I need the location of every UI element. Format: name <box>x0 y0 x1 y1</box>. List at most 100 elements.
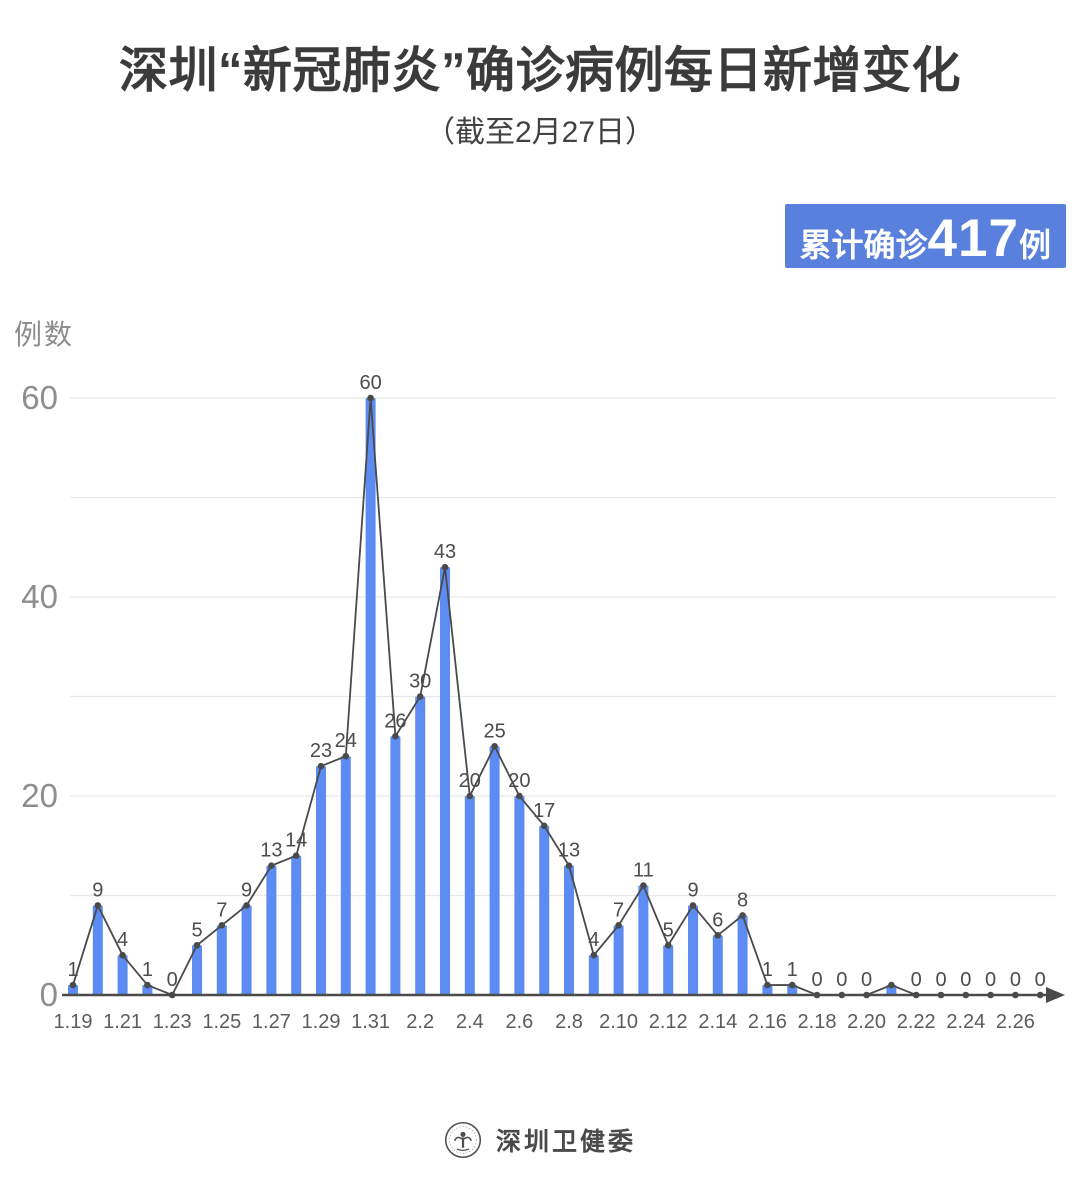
value-label-2.6: 20 <box>508 770 530 792</box>
data-point-1.28 <box>292 852 300 859</box>
value-label-2.4: 20 <box>459 770 481 792</box>
value-label-1.25: 7 <box>216 899 227 921</box>
data-point-2.27 <box>1036 991 1044 999</box>
trend-line <box>72 397 1041 997</box>
data-point-1.25 <box>218 922 226 929</box>
value-label-2.16: 1 <box>762 959 773 981</box>
bar-1.25 <box>216 925 227 995</box>
value-label-1.30: 24 <box>335 730 357 752</box>
value-label-2.15: 8 <box>737 889 748 911</box>
x-tick-2.26: 2.26 <box>996 1011 1035 1033</box>
data-point-2.18 <box>813 991 821 999</box>
x-tick-2.24: 2.24 <box>946 1011 985 1033</box>
bar-2.15 <box>737 915 748 995</box>
data-point-2.10 <box>615 922 622 929</box>
bar-1.31 <box>365 398 376 995</box>
y-tick-0: 0 <box>40 976 58 1013</box>
shenzhen-health-commission-emblem-icon <box>444 1121 482 1159</box>
bar-2.17 <box>787 985 798 995</box>
data-point-1.27 <box>268 862 275 869</box>
data-point-1.22 <box>144 981 151 989</box>
bar-2.7 <box>539 825 550 995</box>
bar-2.5 <box>489 746 500 995</box>
value-label-2.23: 0 <box>935 969 946 991</box>
value-label-1.24: 5 <box>191 919 202 941</box>
data-point-2.11 <box>640 882 647 889</box>
bar-2.2 <box>415 696 426 995</box>
data-point-2.2 <box>416 693 424 700</box>
x-tick-2.2: 2.2 <box>406 1011 434 1033</box>
badge-prefix: 累计确诊 <box>799 227 928 263</box>
data-point-2.17 <box>788 981 796 989</box>
bar-2.13 <box>688 905 698 995</box>
x-tick-2.22: 2.22 <box>897 1011 936 1033</box>
value-label-2.1: 26 <box>384 710 406 732</box>
y-tick-60: 60 <box>21 379 58 416</box>
bar-1.22 <box>142 985 153 995</box>
data-point-1.21 <box>119 951 126 959</box>
data-point-2.8 <box>565 862 573 869</box>
value-label-2.27: 0 <box>1035 969 1046 991</box>
x-tick-2.14: 2.14 <box>698 1011 737 1033</box>
data-point-1.20 <box>94 902 102 909</box>
value-label-1.19: 1 <box>67 959 78 981</box>
bar-2.10 <box>613 925 624 995</box>
y-tick-40: 40 <box>21 578 58 615</box>
data-point-2.13 <box>689 902 697 909</box>
value-label-1.23: 0 <box>167 969 178 991</box>
data-point-2.25 <box>987 991 994 999</box>
x-tick-1.25: 1.25 <box>202 1011 241 1033</box>
value-label-2.10: 7 <box>613 899 624 921</box>
data-point-2.22 <box>912 991 920 999</box>
bar-1.20 <box>92 905 103 995</box>
org-name: 深圳卫健委 <box>495 1128 636 1156</box>
x-tick-2.20: 2.20 <box>847 1011 886 1033</box>
data-point-2.1 <box>392 733 399 740</box>
data-point-1.24 <box>193 941 201 949</box>
bar-1.27 <box>266 865 277 995</box>
data-point-1.31 <box>367 394 374 402</box>
value-label-1.20: 9 <box>92 879 103 901</box>
bar-1.24 <box>192 945 202 995</box>
data-point-2.26 <box>1012 991 1019 999</box>
data-point-2.16 <box>764 981 771 989</box>
value-label-2.8: 13 <box>558 840 580 862</box>
value-label-1.26: 9 <box>241 879 252 901</box>
data-point-2.4 <box>466 792 474 800</box>
bar-2.9 <box>588 955 599 995</box>
x-tick-2.18: 2.18 <box>798 1011 837 1033</box>
data-point-2.20 <box>863 991 870 999</box>
x-tick-1.19: 1.19 <box>54 1011 93 1033</box>
bar-2.11 <box>638 885 649 995</box>
value-label-1.27: 13 <box>260 840 282 862</box>
page-title: 深圳“新冠肺炎”确诊病例每日新增变化 <box>118 44 961 98</box>
value-label-1.31: 60 <box>359 372 381 394</box>
value-label-2.17: 1 <box>787 959 798 981</box>
data-point-1.23 <box>168 991 176 999</box>
value-label-2.11: 11 <box>633 860 654 882</box>
bar-2.1 <box>390 736 401 995</box>
badge-suffix: 例 <box>1018 227 1051 263</box>
footer: 深圳卫健委 <box>0 1110 1080 1170</box>
bar-1.26 <box>241 905 252 995</box>
data-point-1.29 <box>317 762 325 770</box>
value-label-2.26: 0 <box>1010 969 1021 991</box>
page-subtitle: （截至2月27日） <box>424 115 656 149</box>
value-label-1.21: 4 <box>117 929 128 951</box>
data-point-2.14 <box>714 932 722 939</box>
bar-2.16 <box>762 985 773 995</box>
value-label-2.12: 5 <box>663 919 674 941</box>
data-point-2.6 <box>516 792 523 800</box>
bar-2.21 <box>886 985 897 995</box>
data-point-2.5 <box>491 742 498 750</box>
value-label-2.22: 0 <box>911 969 922 991</box>
bar-1.28 <box>291 855 302 995</box>
x-tick-2.4: 2.4 <box>456 1011 484 1033</box>
data-point-1.26 <box>243 902 250 909</box>
value-label-2.24: 0 <box>960 969 971 991</box>
value-label-2.20: 0 <box>861 969 872 991</box>
y-tick-20: 20 <box>21 777 58 814</box>
x-tick-2.6: 2.6 <box>505 1011 533 1033</box>
